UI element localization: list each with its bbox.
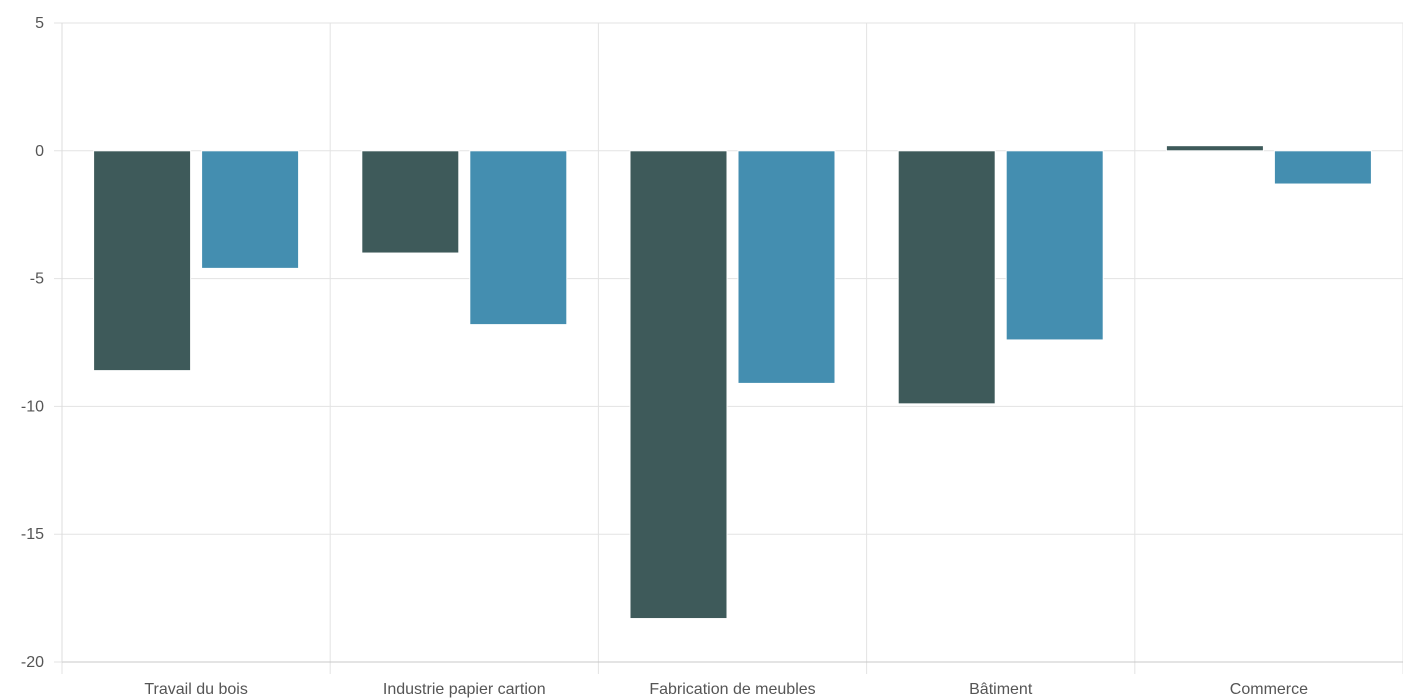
y-tick-label: 0 — [35, 143, 44, 160]
y-tick-label: 5 — [35, 15, 44, 32]
bar — [737, 150, 836, 384]
x-tick-label: Bâtiment — [969, 681, 1033, 698]
x-tick-label: Commerce — [1230, 681, 1308, 698]
axis-labels: 5 0 -5 -10 -15 -20 Travail du bois Industrie pa… — [21, 15, 1308, 698]
x-tick-label: Industrie papier cartion — [383, 681, 546, 698]
bar — [629, 150, 728, 620]
y-tick-label: -15 — [21, 526, 44, 543]
bar — [201, 150, 300, 269]
bar — [361, 150, 460, 254]
bar — [897, 150, 996, 405]
grid-lines — [54, 22, 1403, 674]
bar — [469, 150, 568, 326]
bar — [1165, 145, 1264, 152]
y-tick-label: -20 — [21, 654, 44, 671]
bar — [93, 150, 192, 372]
bar — [1005, 150, 1104, 341]
y-tick-label: -10 — [21, 398, 44, 415]
x-tick-label: Travail du bois — [144, 681, 247, 698]
bar — [1273, 150, 1372, 185]
bars-layer — [93, 145, 1372, 620]
axes — [61, 23, 1403, 663]
y-tick-label: -5 — [30, 271, 44, 288]
x-tick-label: Fabrication de meubles — [649, 681, 815, 698]
